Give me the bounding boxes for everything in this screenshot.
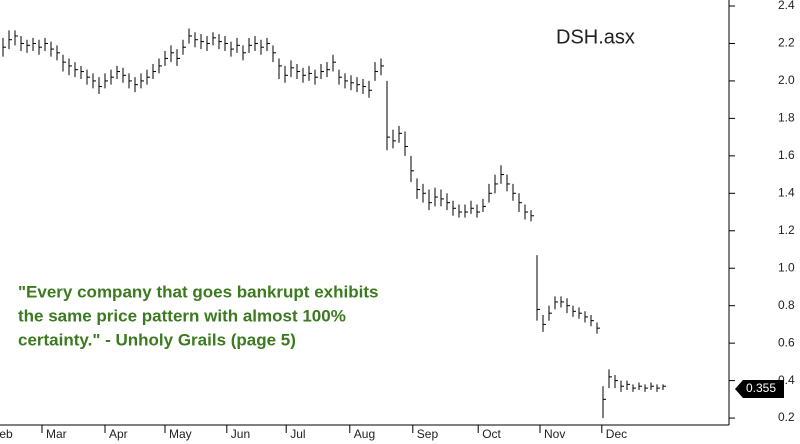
y-tick-label: 0.8 — [778, 298, 795, 312]
x-tick-label: Feb — [0, 427, 13, 441]
last-price-box — [735, 380, 784, 399]
x-tick-label: May — [169, 427, 192, 441]
x-tick-label: Apr — [109, 427, 128, 441]
y-tick-label: 0.2 — [778, 410, 795, 424]
x-tick-label: Oct — [482, 427, 501, 441]
x-tick-label: Dec — [606, 427, 627, 441]
last-price-label: 0.355 — [746, 381, 776, 395]
y-tick-label: 1.0 — [778, 260, 795, 274]
y-tick-label: 1.6 — [778, 148, 795, 162]
x-tick-label: Jul — [290, 427, 305, 441]
y-tick-label: 1.2 — [778, 223, 795, 237]
y-tick-label: 2.4 — [778, 0, 795, 12]
quote-line: certainty." - Unholy Grails (page 5) — [18, 330, 296, 349]
x-tick-label: Nov — [544, 427, 565, 441]
y-tick-label: 1.8 — [778, 111, 795, 125]
x-tick-label: Mar — [46, 427, 67, 441]
quote-line: "Every company that goes bankrupt exhibi… — [18, 282, 378, 301]
x-tick-label: Aug — [354, 427, 375, 441]
y-tick-label: 2.2 — [778, 36, 795, 50]
quote-line: the same price pattern with almost 100% — [18, 306, 346, 325]
y-tick-label: 0.6 — [778, 335, 795, 349]
y-tick-label: 2.0 — [778, 73, 795, 87]
chart-title: DSH.asx — [556, 26, 635, 48]
y-tick-label: 1.4 — [778, 185, 795, 199]
x-tick-label: Jun — [231, 427, 250, 441]
x-tick-label: Sep — [417, 427, 439, 441]
